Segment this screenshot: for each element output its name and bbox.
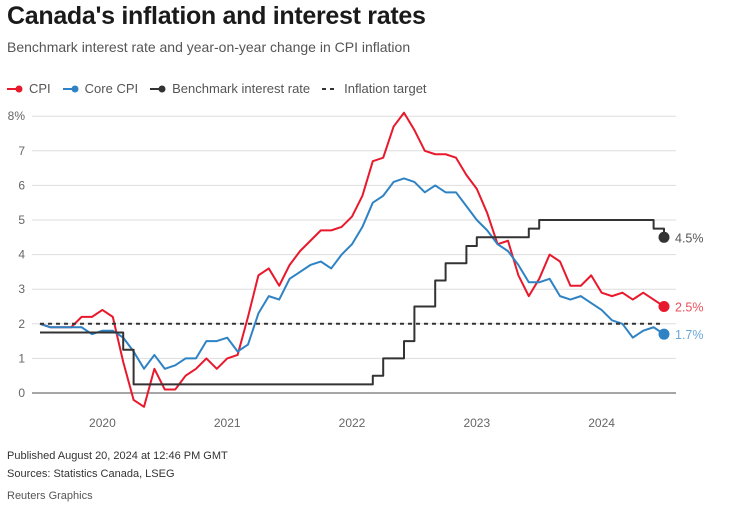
legend-label: CPI	[29, 81, 51, 96]
rate-legend-swatch-icon	[150, 85, 166, 92]
benchmark-interest-rate-end-marker	[658, 231, 670, 243]
y-tick-label: 3	[18, 282, 25, 296]
target-legend-swatch-icon	[322, 87, 339, 90]
x-tick-label: 2024	[588, 416, 615, 430]
y-tick-label: 4	[18, 248, 25, 262]
plot-area: 0 1 2 3 4 5 6 7 8% 2020 2021 2022 2023 2024 2.5% 1.7% 4.…	[8, 109, 704, 430]
x-tick-label: 2021	[214, 416, 241, 430]
legend-label: Benchmark interest rate	[172, 81, 311, 96]
cpi-legend-swatch-icon	[7, 85, 23, 92]
legend-item-cpi: CPI	[7, 81, 51, 96]
cpi-end-label: 2.5%	[675, 301, 704, 315]
chart-title: Canada's inflation and interest rates	[7, 2, 426, 30]
y-tick-label: 6	[18, 178, 25, 192]
legend: CPI Core CPI Benchmark interest rate Inf…	[7, 81, 427, 96]
core-cpi-line	[39, 177, 665, 370]
core-cpi-end-label: 1.7%	[675, 328, 704, 342]
legend-item-core-cpi: Core CPI	[62, 81, 139, 96]
chart-subtitle: Benchmark interest rate and year-on-year…	[7, 39, 411, 55]
benchmark-interest-rate-end-label: 4.5%	[675, 231, 704, 245]
x-tick-label: 2022	[339, 416, 366, 430]
sources-note: Sources: Statistics Canada, LSEG	[7, 468, 175, 480]
y-tick-label: 5	[18, 213, 25, 227]
cpi-end-marker	[658, 301, 670, 312]
legend-label: Inflation target	[344, 81, 427, 96]
core-cpi-end-marker	[658, 328, 670, 340]
x-tick-label: 2020	[89, 416, 116, 430]
x-tick-label: 2023	[463, 416, 490, 430]
published-note: Published August 20, 2024 at 12:46 PM GM…	[7, 450, 228, 462]
y-tick-label: 0	[18, 386, 25, 400]
credit-note: Reuters Graphics	[7, 490, 93, 502]
y-tick-label: 2	[18, 317, 25, 331]
y-tick-label: 8%	[8, 109, 26, 123]
y-tick-label: 1	[18, 351, 25, 365]
core-cpi-legend-swatch-icon	[62, 85, 79, 92]
legend-label: Core CPI	[84, 81, 139, 96]
legend-item-interest-rate: Benchmark interest rate	[150, 81, 310, 96]
y-tick-label: 7	[18, 144, 25, 158]
legend-item-inflation-target: Inflation target	[322, 81, 427, 96]
